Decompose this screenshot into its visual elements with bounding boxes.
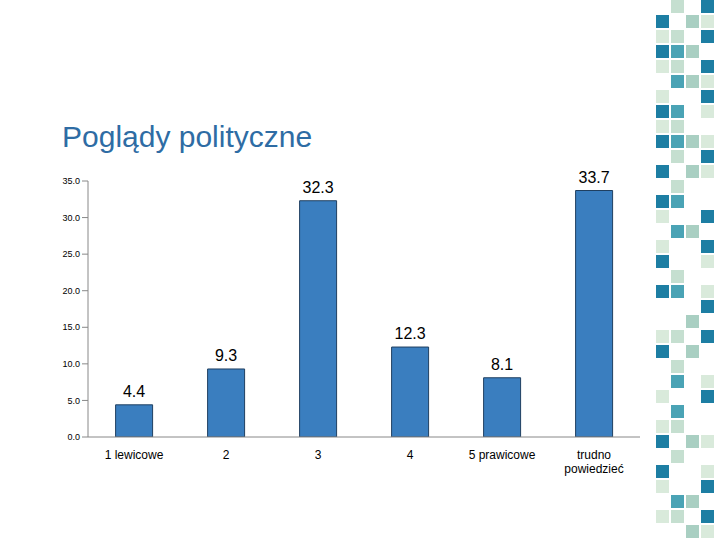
svg-text:25.0: 25.0 bbox=[62, 249, 80, 259]
svg-text:2: 2 bbox=[223, 448, 230, 462]
svg-text:3: 3 bbox=[315, 448, 322, 462]
svg-text:4.4: 4.4 bbox=[123, 383, 145, 400]
svg-text:33.7: 33.7 bbox=[579, 169, 610, 186]
svg-text:4: 4 bbox=[407, 448, 414, 462]
svg-text:30.0: 30.0 bbox=[62, 213, 80, 223]
svg-text:5 prawicowe: 5 prawicowe bbox=[469, 448, 536, 462]
svg-text:35.0: 35.0 bbox=[62, 176, 80, 186]
svg-text:trudnopowiedzieć: trudnopowiedzieć bbox=[564, 448, 623, 476]
svg-text:10.0: 10.0 bbox=[62, 359, 80, 369]
svg-text:9.3: 9.3 bbox=[215, 347, 237, 364]
svg-text:12.3: 12.3 bbox=[395, 325, 426, 342]
html-text:Poglądy polityczne: Poglądy polityczne bbox=[62, 120, 313, 153]
svg-text:0.0: 0.0 bbox=[67, 432, 80, 442]
svg-text:1 lewicowe: 1 lewicowe bbox=[105, 448, 164, 462]
svg-text:32.3: 32.3 bbox=[303, 179, 334, 196]
svg-text:15.0: 15.0 bbox=[62, 322, 80, 332]
svg-text:8.1: 8.1 bbox=[491, 356, 513, 373]
svg-text:5.0: 5.0 bbox=[67, 396, 80, 406]
svg-text:20.0: 20.0 bbox=[62, 286, 80, 296]
